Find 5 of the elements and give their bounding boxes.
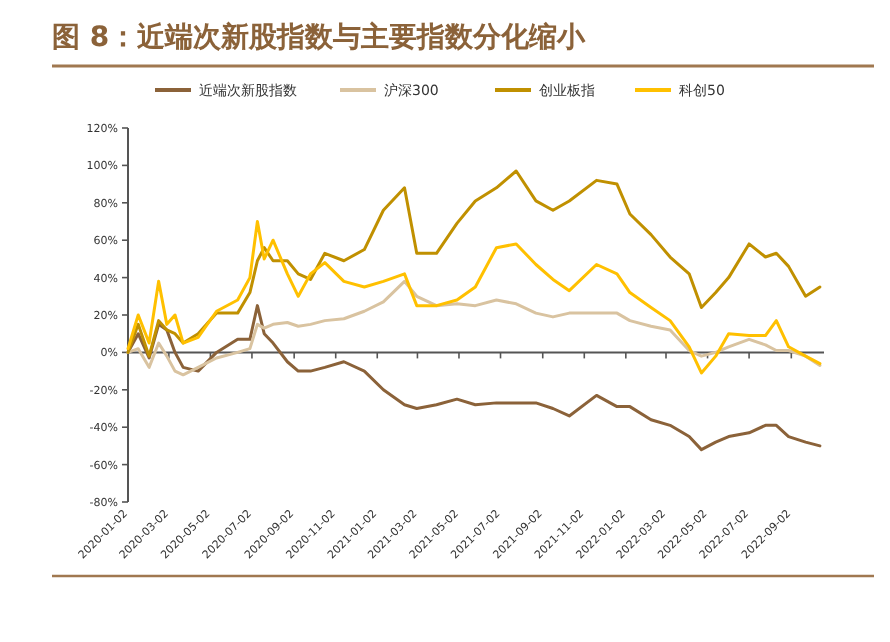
line-series [126, 279, 822, 377]
line-series [126, 169, 822, 358]
line-series [126, 220, 822, 375]
line-series [126, 304, 822, 452]
chart-title: 图 8：近端次新股指数与主要指数分化缩小 [52, 20, 588, 54]
